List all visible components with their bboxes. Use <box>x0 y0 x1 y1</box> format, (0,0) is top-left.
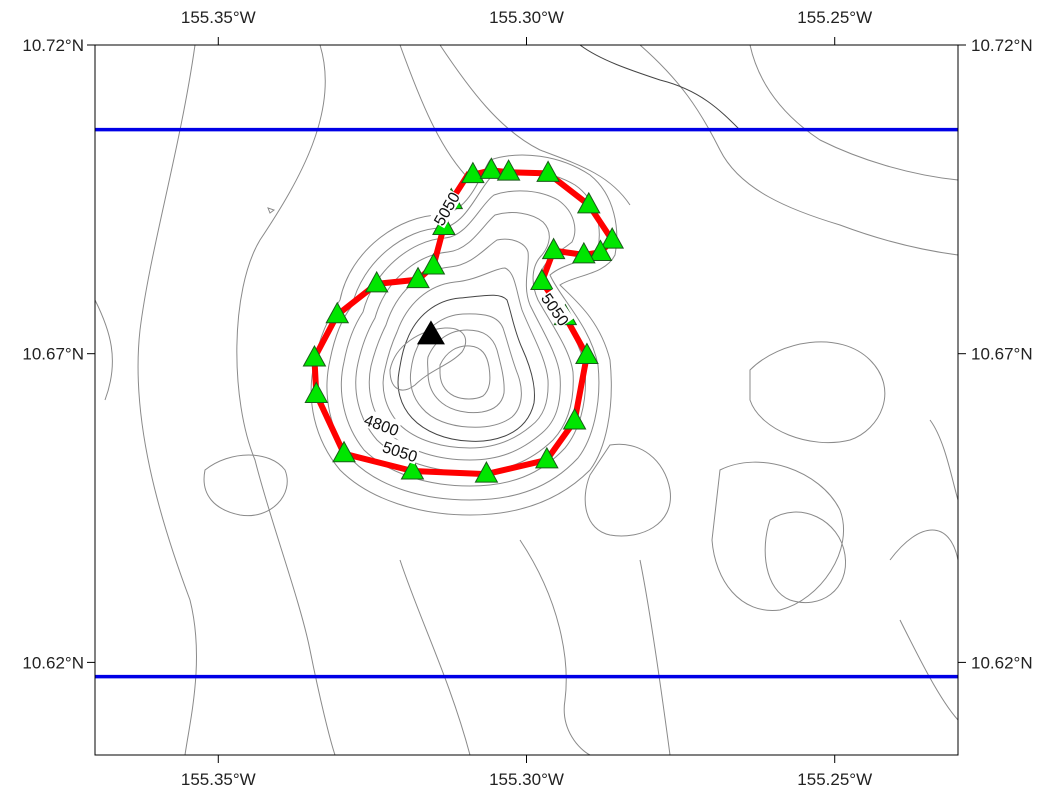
contour-line <box>95 299 113 401</box>
lat-label-left-1: 10.72°N <box>22 36 84 55</box>
station-marker-21 <box>364 270 389 293</box>
station-marker-6 <box>600 227 625 249</box>
contour-line <box>639 45 958 256</box>
contour-line <box>439 345 491 400</box>
station-marker-2 <box>479 157 504 179</box>
station-marker-7 <box>588 239 613 261</box>
contour-line <box>889 529 958 561</box>
map-background <box>95 45 958 755</box>
contour-line <box>203 454 288 517</box>
station-marker-1 <box>461 161 485 184</box>
contour-line <box>584 443 671 537</box>
station-marker-23 <box>421 252 446 275</box>
contour-line <box>711 461 845 611</box>
lon-label-bottom-2: 155.30°W <box>489 770 564 789</box>
station-marker-15 <box>474 461 499 483</box>
survey-stations <box>302 157 625 483</box>
lon-label-top-1: 155.35°W <box>181 8 256 27</box>
station-marker-22 <box>406 266 430 289</box>
lon-label-top-2: 155.30°W <box>489 8 564 27</box>
contour-line <box>267 207 276 214</box>
lat-label-right-1: 10.72°N <box>971 36 1033 55</box>
summit-triangle <box>416 320 445 345</box>
station-marker-12 <box>575 342 599 365</box>
contour-line <box>749 45 958 181</box>
contour-line <box>427 329 505 414</box>
contour-line <box>382 267 549 449</box>
lon-label-bottom-3: 155.25°W <box>797 770 872 789</box>
contour-line <box>439 45 631 206</box>
station-marker-8 <box>571 241 596 264</box>
station-marker-5 <box>576 191 601 214</box>
station-marker-18 <box>304 381 329 403</box>
contour-line <box>399 559 471 755</box>
lon-label-bottom-1: 155.35°W <box>181 770 256 789</box>
lon-label-top-3: 155.25°W <box>797 8 872 27</box>
station-marker-9 <box>541 237 566 260</box>
contour-label-bg <box>538 288 574 329</box>
contour-line <box>764 511 847 604</box>
station-marker-10 <box>530 268 554 290</box>
station-marker-17 <box>332 440 356 463</box>
station-marker-16 <box>400 457 425 480</box>
station-marker-13 <box>562 407 587 430</box>
lat-label-right-2: 10.67°N <box>971 345 1033 364</box>
contour-line <box>749 341 886 444</box>
lat-label-right-3: 10.62°N <box>971 653 1033 672</box>
contour-line <box>236 45 336 755</box>
contour-line <box>355 212 574 473</box>
contour-line <box>137 45 197 755</box>
contour-line <box>399 45 471 181</box>
contour-line <box>519 539 591 755</box>
summit-marker <box>416 320 445 345</box>
lat-label-left-3: 10.62°N <box>22 653 84 672</box>
survey-boundary-lines <box>95 127 958 679</box>
contour-line <box>409 313 522 428</box>
contour-label-bg <box>361 409 402 439</box>
lat-label-left-2: 10.67°N <box>22 345 84 364</box>
station-marker-20 <box>325 301 350 324</box>
station-marker-3 <box>496 159 521 181</box>
graticule-ticks: 155.35°W 155.35°W 155.30°W 155.30°W 155.25°W… <box>22 8 1032 789</box>
contour-line <box>639 559 671 755</box>
station-marker-4 <box>536 160 560 182</box>
contour-line <box>579 45 741 131</box>
contour-line <box>389 327 467 391</box>
contour-line <box>929 419 958 501</box>
station-marker-19 <box>302 344 327 367</box>
contour-label-bg <box>380 436 421 465</box>
station-marker-14 <box>534 446 559 469</box>
contour-line <box>397 294 535 442</box>
contour-label-bg <box>428 188 463 229</box>
